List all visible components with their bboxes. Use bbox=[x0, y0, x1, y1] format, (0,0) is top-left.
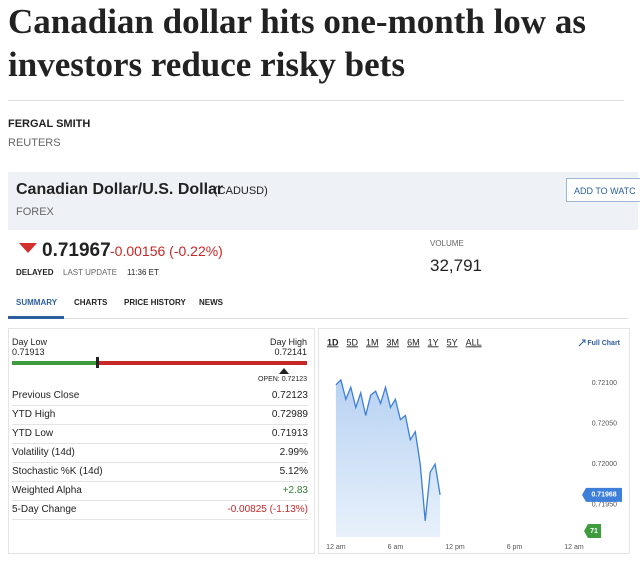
update-label: LAST UPDATE bbox=[63, 268, 117, 277]
open: OPEN: 0.72123 bbox=[257, 376, 307, 383]
stat-label: Previous Close bbox=[12, 390, 80, 401]
y-tick-label: 0.71950 bbox=[592, 501, 617, 508]
stat-value: +2.83 bbox=[282, 485, 308, 496]
stat-value: 0.71913 bbox=[271, 428, 308, 439]
stat-row: Stochastic %K (14d) 5.12% bbox=[12, 462, 308, 482]
day-high: 0.72141 bbox=[274, 347, 307, 357]
divider bbox=[8, 100, 624, 101]
headline: Canadian dollar hits one-month low as in… bbox=[8, 2, 586, 84]
stat-row: 5-Day Change -0.00825 (-1.13%) bbox=[12, 500, 308, 520]
price-badge bbox=[582, 487, 622, 502]
range-button[interactable]: 1Y bbox=[428, 337, 439, 347]
instrument-name: Canadian Dollar/U.S. Dollar bbox=[16, 181, 224, 198]
range-button[interactable]: 3M bbox=[387, 337, 400, 347]
range-bar-low bbox=[12, 361, 97, 365]
volume-badge-label: 71 bbox=[590, 528, 598, 535]
status: DELAYED bbox=[16, 268, 54, 277]
range-button[interactable]: 5Y bbox=[447, 337, 458, 347]
day-low-label: Day Low bbox=[12, 337, 48, 347]
day-low: 0.71913 bbox=[12, 347, 45, 357]
range-marker bbox=[96, 357, 99, 368]
stat-label: Stochastic %K (14d) bbox=[12, 466, 103, 477]
x-tick-label: 6 am bbox=[388, 544, 404, 551]
active-tab-indicator bbox=[8, 316, 64, 319]
range-button[interactable]: 1M bbox=[366, 337, 379, 347]
price: 0.71967 bbox=[42, 240, 111, 261]
range-button[interactable]: ALL bbox=[466, 337, 482, 347]
quote-header bbox=[8, 172, 638, 230]
y-tick-label: 0.72100 bbox=[592, 380, 617, 387]
stat-value: 5.12% bbox=[279, 466, 308, 477]
price-change: -0.00156 (-0.22%) bbox=[110, 243, 223, 259]
x-tick-label: 12 pm bbox=[445, 544, 465, 551]
stat-row: Weighted Alpha +2.83 bbox=[12, 481, 308, 501]
category: FOREX bbox=[16, 206, 54, 218]
stat-row: Previous Close 0.72123 bbox=[12, 386, 308, 406]
tab[interactable]: SUMMARY bbox=[16, 298, 58, 307]
summary-panel bbox=[8, 328, 315, 554]
day-high-label: Day High bbox=[269, 337, 307, 347]
symbol: (CADUSD) bbox=[214, 185, 268, 197]
open-marker bbox=[279, 368, 289, 374]
last-price-label: 0.71968 bbox=[591, 492, 616, 499]
y-tick-label: 0.72050 bbox=[592, 420, 617, 427]
range-bar-high bbox=[97, 361, 307, 365]
area bbox=[335, 379, 441, 537]
stat-label: 5-Day Change bbox=[12, 504, 77, 515]
stat-value: 0.72123 bbox=[271, 390, 308, 401]
chart-panel bbox=[318, 328, 630, 554]
stat-label: Volatility (14d) bbox=[12, 447, 75, 458]
down-arrow bbox=[19, 243, 37, 253]
y-tick-label: 0.72000 bbox=[592, 461, 617, 468]
tab[interactable]: PRICE HISTORY bbox=[124, 298, 186, 307]
stat-row: Volatility (14d) 2.99% bbox=[12, 443, 308, 463]
stat-value: 2.99% bbox=[279, 447, 308, 458]
range-button[interactable]: 5D bbox=[347, 337, 359, 347]
stat-label: Weighted Alpha bbox=[12, 485, 82, 496]
x-tick-label: 6 pm bbox=[507, 544, 523, 551]
stat-row: YTD High 0.72989 bbox=[12, 405, 308, 425]
author[interactable]: FERGAL SMITH bbox=[8, 118, 91, 130]
tab[interactable]: CHARTS bbox=[74, 298, 108, 307]
stat-row: YTD Low 0.71913 bbox=[12, 424, 308, 444]
x-tick-label: 12 am bbox=[326, 544, 346, 551]
stat-label: YTD Low bbox=[12, 428, 54, 439]
expand-icon bbox=[578, 339, 586, 347]
watchlist-button[interactable]: ADD TO WATC bbox=[566, 178, 640, 202]
stat-value: -0.00825 (-1.13%) bbox=[227, 504, 308, 515]
volume: 32,791 bbox=[430, 256, 482, 275]
tab-line bbox=[8, 318, 628, 319]
full-chart-link[interactable]: Full Chart bbox=[587, 340, 620, 347]
volume-badge bbox=[584, 524, 601, 538]
range-button[interactable]: 6M bbox=[407, 337, 420, 347]
stat-label: YTD High bbox=[12, 409, 56, 420]
range-button[interactable]: 1D bbox=[327, 337, 339, 347]
tab[interactable]: NEWS bbox=[199, 298, 223, 307]
volume-label: VOLUME bbox=[430, 239, 464, 248]
x-tick-label: 12 am bbox=[564, 544, 584, 551]
price-line bbox=[335, 378, 441, 521]
update-time: 11:36 ET bbox=[127, 268, 159, 277]
source: REUTERS bbox=[8, 137, 61, 149]
stat-value: 0.72989 bbox=[271, 409, 308, 420]
